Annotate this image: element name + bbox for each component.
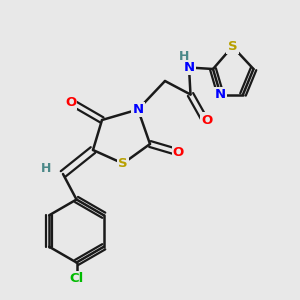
Text: N: N (183, 61, 195, 74)
Text: O: O (173, 146, 184, 160)
Text: S: S (228, 40, 237, 53)
Text: H: H (179, 50, 190, 64)
Text: O: O (201, 113, 213, 127)
Text: N: N (132, 103, 144, 116)
Text: S: S (118, 157, 128, 170)
Text: O: O (65, 95, 76, 109)
Text: H: H (41, 161, 52, 175)
Text: N: N (215, 88, 226, 101)
Text: Cl: Cl (69, 272, 84, 286)
